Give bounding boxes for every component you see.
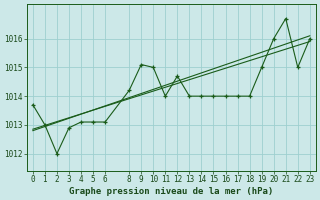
X-axis label: Graphe pression niveau de la mer (hPa): Graphe pression niveau de la mer (hPa) [69,187,274,196]
